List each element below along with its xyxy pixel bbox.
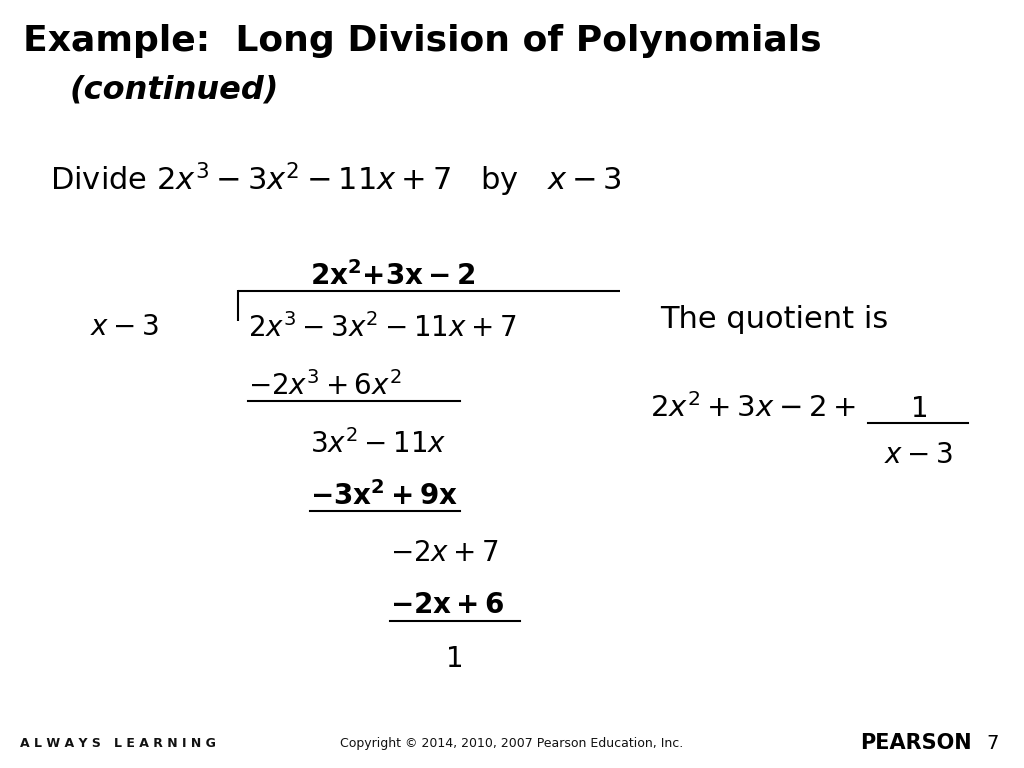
Text: $3x^2-11x$: $3x^2-11x$	[310, 429, 446, 459]
Text: (continued): (continued)	[70, 75, 279, 106]
Text: The quotient is: The quotient is	[660, 305, 888, 334]
Text: $\mathbf{-3x^2+9x}$: $\mathbf{-3x^2+9x}$	[310, 481, 458, 511]
Text: PEARSON: PEARSON	[860, 733, 972, 753]
Text: $1$: $1$	[445, 645, 462, 673]
Text: $-2x+7$: $-2x+7$	[390, 539, 499, 567]
Text: $x-3$: $x-3$	[884, 441, 952, 469]
Text: 7: 7	[986, 733, 998, 753]
Text: Divide $2x^3 - 3x^2 - 11x + 7$   by   $x - 3$: Divide $2x^3 - 3x^2 - 11x + 7$ by $x - 3…	[50, 161, 622, 200]
Text: A L W A Y S   L E A R N I N G: A L W A Y S L E A R N I N G	[20, 737, 216, 750]
Text: Copyright © 2014, 2010, 2007 Pearson Education, Inc.: Copyright © 2014, 2010, 2007 Pearson Edu…	[340, 737, 684, 750]
Text: $-2x^3+6x^2$: $-2x^3+6x^2$	[248, 371, 401, 401]
Text: $2x^2+3x-2+$: $2x^2+3x-2+$	[650, 393, 856, 423]
Text: Example:  Long Division of Polynomials: Example: Long Division of Polynomials	[23, 24, 821, 58]
Text: $\mathbf{-2x+6}$: $\mathbf{-2x+6}$	[390, 591, 505, 619]
Text: $1$: $1$	[909, 395, 927, 423]
Text: $x - 3$: $x - 3$	[90, 313, 159, 341]
Text: $2x^3-3x^2-11x+7$: $2x^3-3x^2-11x+7$	[248, 313, 516, 343]
Text: $\mathbf{2x^2}$$\mathbf{+3x-2}$: $\mathbf{2x^2}$$\mathbf{+3x-2}$	[310, 261, 475, 291]
